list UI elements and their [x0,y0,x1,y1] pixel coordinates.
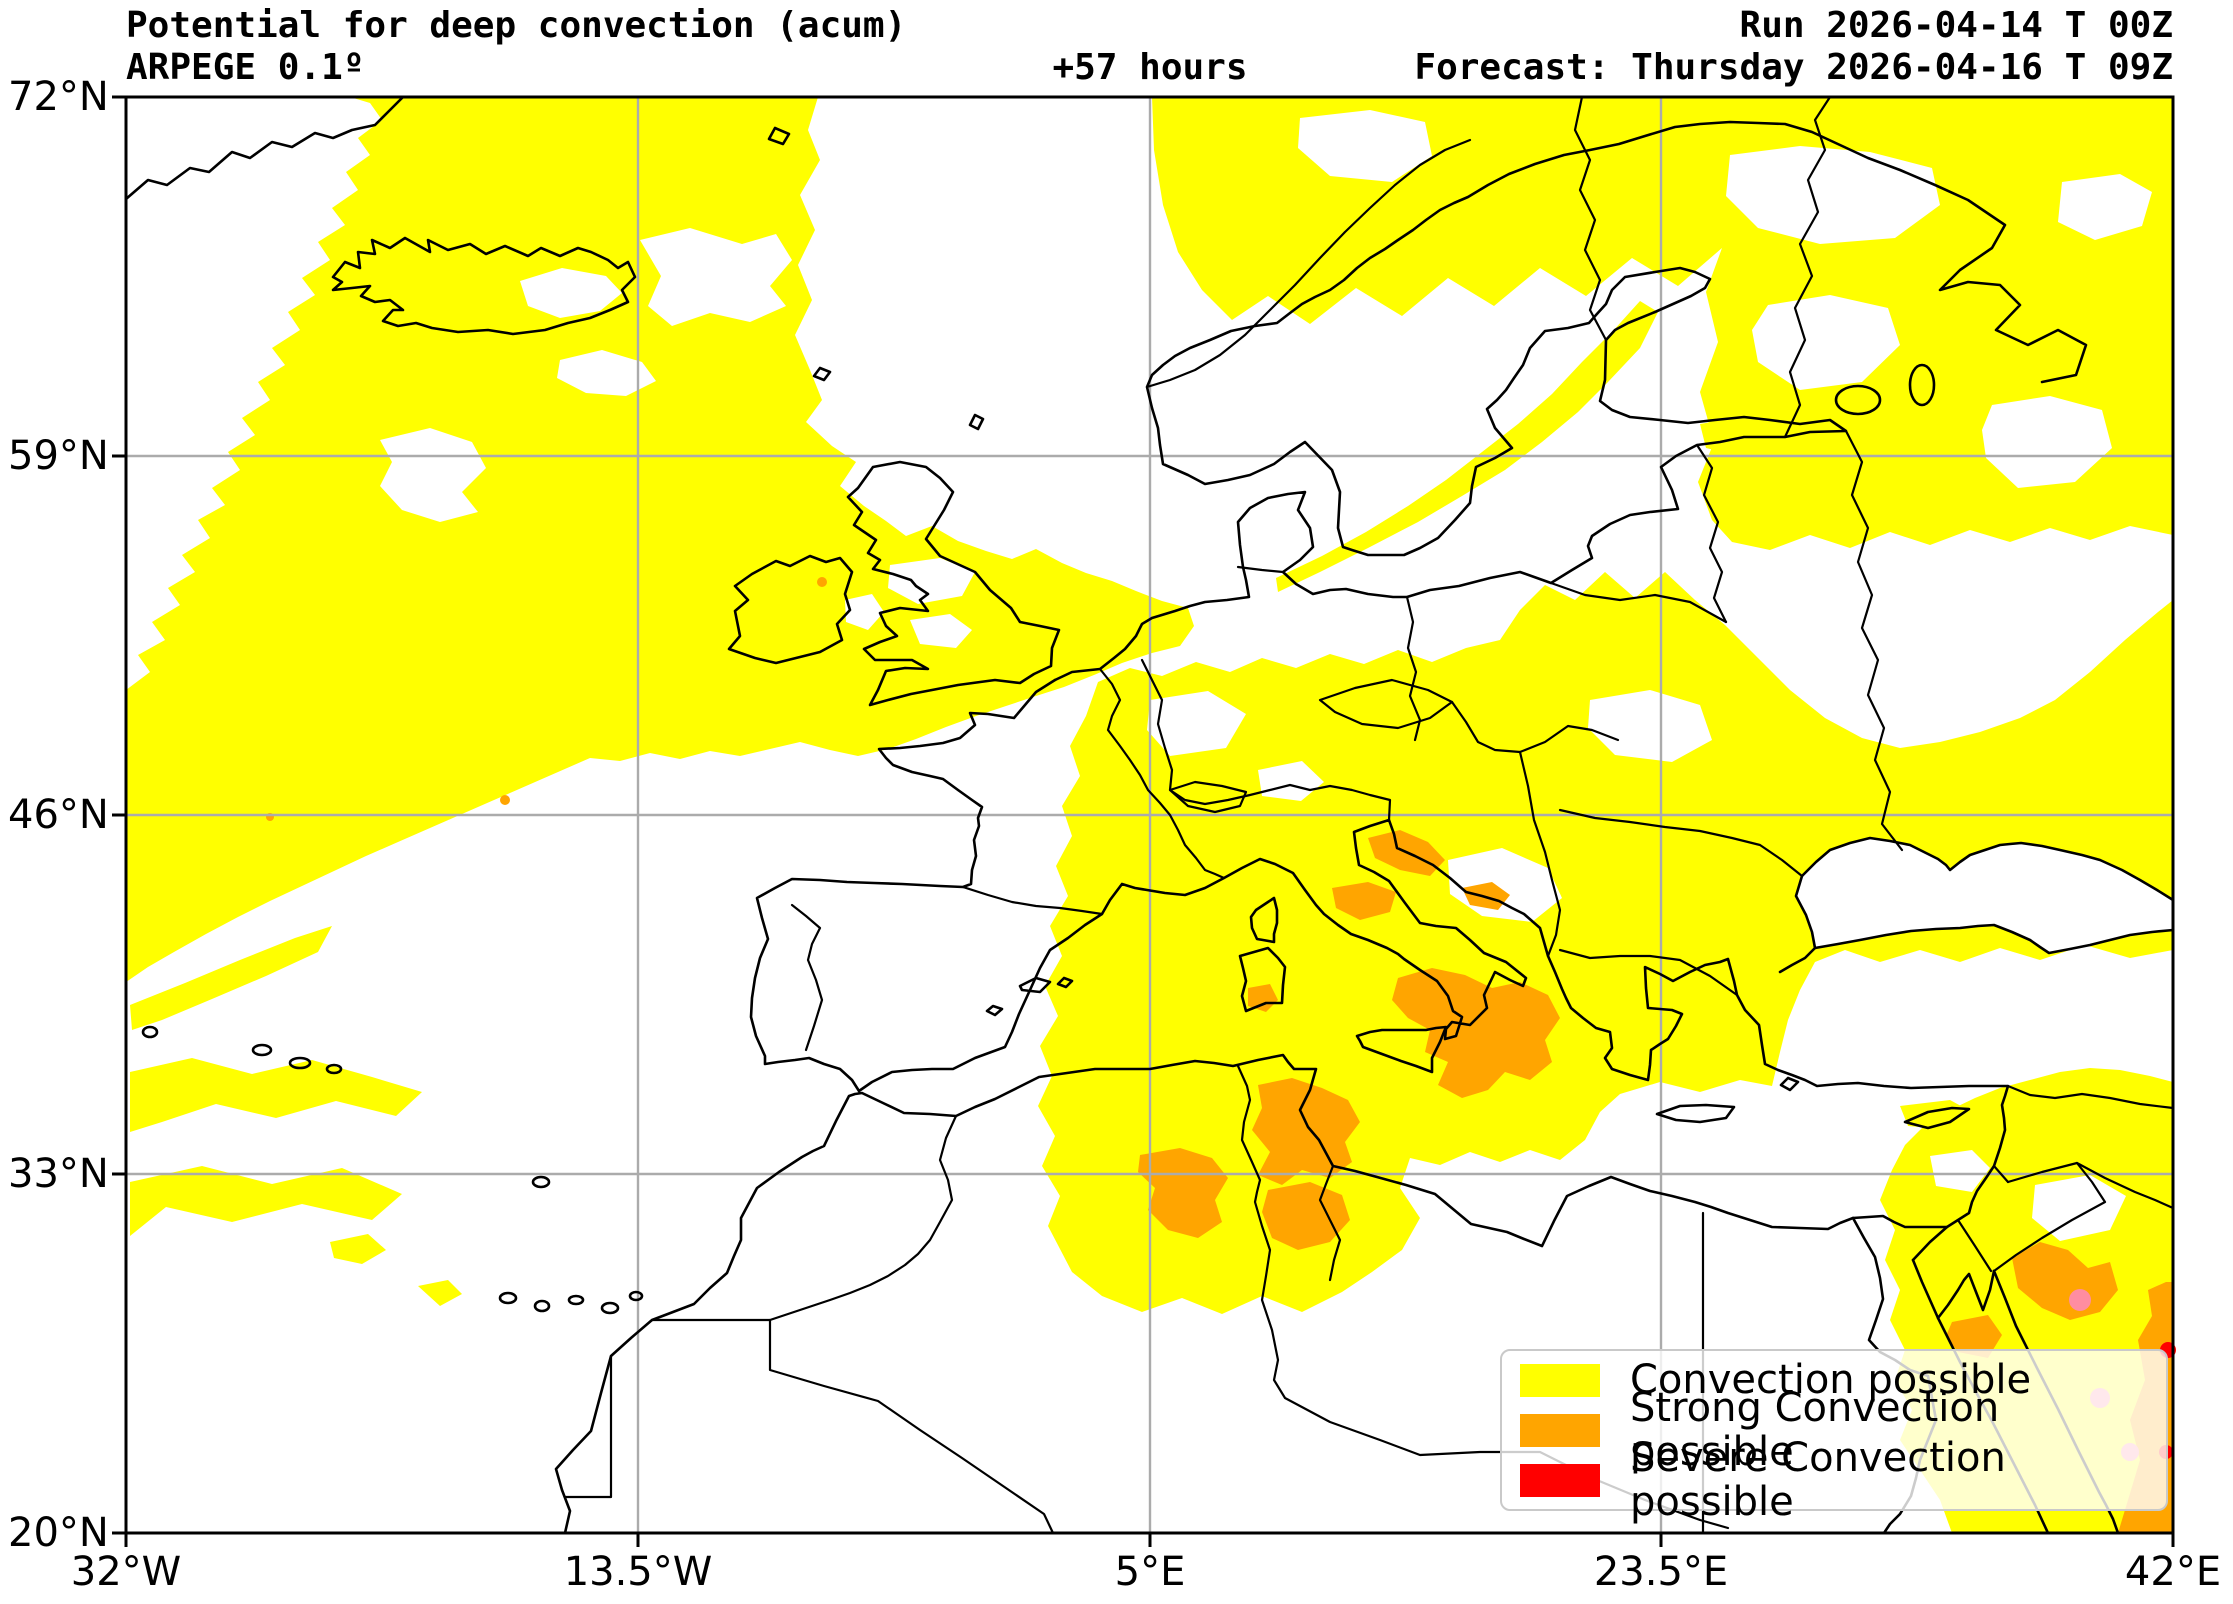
graticule [126,97,2173,1533]
legend-item-convection: Convection possible [1502,1355,2166,1405]
axis-ticks [112,95,2175,1547]
lead-time-label: +57 hours [1052,47,1248,88]
y-tick-33n: 33°N [8,1151,109,1197]
y-tick-20n: 20°N [8,1510,109,1556]
legend-label-severe-convection: Severe Convection possible [1630,1435,2006,1525]
x-tick-42e: 42°E [2124,1549,2222,1595]
legend-label-strong-convection: Strong Convection possible [1630,1385,2000,1475]
legend-swatch-orange [1520,1413,1600,1447]
x-tick-13-5w: 13.5°W [563,1549,713,1595]
legend-item-severe-convection: Severe Convection possible [1502,1436,2166,1524]
forecast-valid-label: Forecast: Thursday 2026-04-16 T 09Z [1414,47,2173,88]
legend-item-strong-convection: Strong Convection possible [1502,1386,2166,1474]
legend-swatch-yellow [1520,1363,1600,1397]
x-tick-32w: 32°W [70,1549,182,1595]
x-tick-5e: 5°E [1114,1549,1186,1595]
y-tick-46n: 46°N [8,792,109,838]
legend: Convection possible Strong Convection po… [1500,1349,2168,1524]
model-name-label: ARPEGE 0.1º [126,47,365,88]
model-run-label: Run 2026-04-14 T 00Z [1739,5,2173,46]
y-tick-59n: 59°N [8,433,109,479]
clear-area-holes [380,110,2173,1241]
x-tick-23-5e: 23.5°E [1593,1549,1729,1595]
figure-title: Potential for deep convection (acum) [126,5,907,46]
legend-swatch-red [1520,1463,1600,1497]
y-tick-72n: 72°N [8,74,109,120]
legend-label-convection: Convection possible [1630,1357,2032,1403]
